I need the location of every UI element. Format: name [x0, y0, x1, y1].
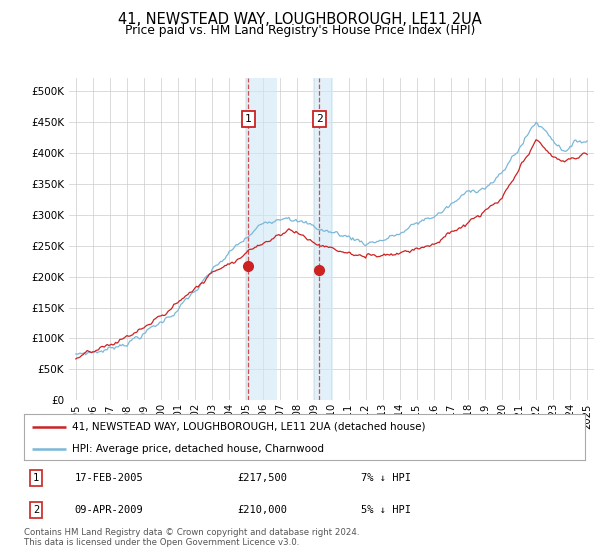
Bar — [313, 78, 333, 400]
Text: Price paid vs. HM Land Registry's House Price Index (HPI): Price paid vs. HM Land Registry's House … — [125, 24, 475, 37]
Text: 17-FEB-2005: 17-FEB-2005 — [74, 473, 143, 483]
Bar — [245, 78, 277, 400]
Text: 2: 2 — [316, 114, 322, 124]
Text: 5% ↓ HPI: 5% ↓ HPI — [361, 505, 410, 515]
Text: 2: 2 — [33, 505, 40, 515]
Text: 09-APR-2009: 09-APR-2009 — [74, 505, 143, 515]
Text: 1: 1 — [33, 473, 40, 483]
Text: £210,000: £210,000 — [237, 505, 287, 515]
Text: 1: 1 — [245, 114, 251, 124]
Text: 7% ↓ HPI: 7% ↓ HPI — [361, 473, 410, 483]
Text: Contains HM Land Registry data © Crown copyright and database right 2024.
This d: Contains HM Land Registry data © Crown c… — [24, 528, 359, 548]
Text: £217,500: £217,500 — [237, 473, 287, 483]
Text: HPI: Average price, detached house, Charnwood: HPI: Average price, detached house, Char… — [71, 444, 323, 454]
Text: 41, NEWSTEAD WAY, LOUGHBOROUGH, LE11 2UA (detached house): 41, NEWSTEAD WAY, LOUGHBOROUGH, LE11 2UA… — [71, 422, 425, 432]
Text: 41, NEWSTEAD WAY, LOUGHBOROUGH, LE11 2UA: 41, NEWSTEAD WAY, LOUGHBOROUGH, LE11 2UA — [118, 12, 482, 27]
